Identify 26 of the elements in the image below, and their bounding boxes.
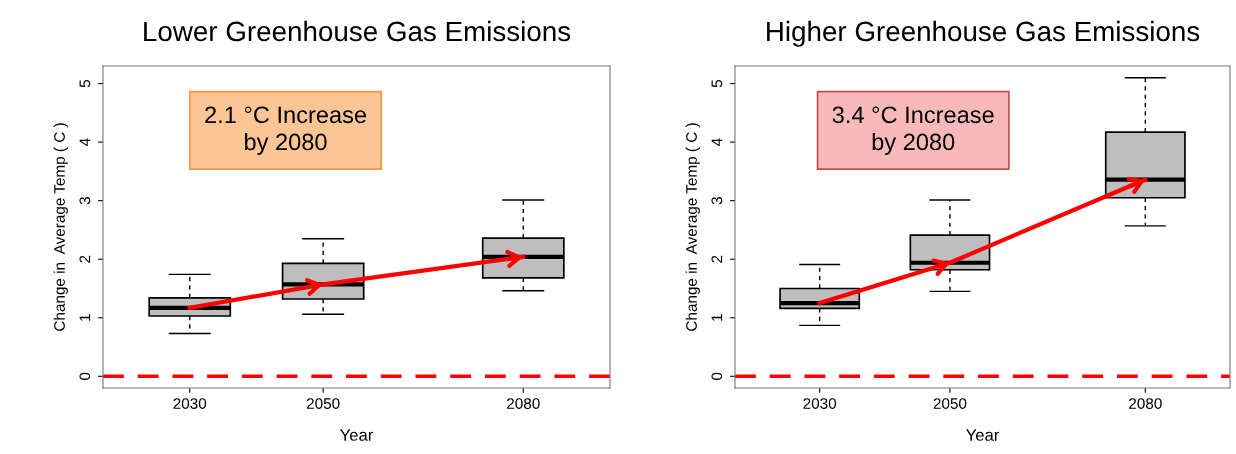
- y-tick-label: 5: [79, 79, 91, 88]
- y-tick-label: 2: [711, 255, 723, 263]
- x-axis-title: Year: [966, 429, 1000, 441]
- x-tick-label: 2050: [933, 398, 967, 409]
- y-axis-title: Change in Average Temp ( C ): [685, 123, 700, 331]
- y-tick-label: 3: [79, 197, 91, 205]
- y-tick-label: 2: [79, 255, 91, 263]
- annotation: 2.1 °C Increase by 2080: [205, 106, 366, 155]
- y-tick-label: 0: [79, 372, 91, 380]
- y-tick-label: 4: [79, 138, 91, 147]
- y-axis-title: Change in Average Temp ( C ): [53, 123, 68, 331]
- x-tick-label: 2080: [507, 398, 540, 409]
- x-axis-title: Year: [340, 429, 374, 441]
- chart-title: Higher Greenhouse Gas Emissions: [767, 20, 1200, 47]
- x-tick-label: 2030: [173, 398, 207, 409]
- x-tick-label: 2080: [1129, 398, 1162, 409]
- chart-title: Lower Greenhouse Gas Emissions: [144, 20, 571, 42]
- x-tick-label: 2050: [306, 398, 340, 409]
- x-tick-label: 2030: [803, 398, 837, 409]
- y-tick-label: 3: [711, 197, 723, 205]
- annotation: 3.4 °C Increase by 2080: [832, 106, 994, 155]
- y-tick-label: 1: [711, 314, 723, 321]
- y-tick-label: 1: [79, 314, 91, 321]
- y-tick-label: 4: [711, 138, 723, 147]
- y-tick-label: 5: [711, 79, 723, 88]
- y-tick-label: 0: [711, 372, 723, 380]
